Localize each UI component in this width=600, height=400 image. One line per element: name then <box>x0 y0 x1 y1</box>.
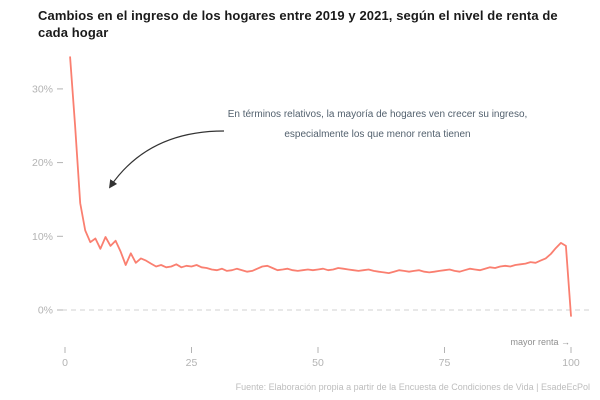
y-tick-label: 0% <box>38 305 53 317</box>
chart-title: Cambios en el ingreso de los hogares ent… <box>38 8 558 40</box>
x-tick-label: 25 <box>186 357 198 369</box>
annotation-line-1: En términos relativos, la mayoría de hog… <box>227 109 528 120</box>
x-tick-label: 100 <box>562 357 580 369</box>
annotation-arrow <box>108 130 225 189</box>
annotation-line-2: especialmente los que menor renta tienen <box>284 129 471 140</box>
income-change-line <box>69 56 572 317</box>
y-tick-label: 30% <box>32 83 53 95</box>
y-tick-label: 10% <box>32 231 53 243</box>
chart-annotation: En términos relativos, la mayoría de hog… <box>180 105 575 145</box>
source-note: Fuente: Elaboración propia a partir de l… <box>235 382 590 392</box>
x-axis-direction-note: mayor renta → <box>510 337 570 347</box>
x-tick-label: 0 <box>62 357 68 369</box>
x-tick-label: 50 <box>312 357 324 369</box>
y-tick-label: 20% <box>32 157 53 169</box>
x-tick-label: 75 <box>439 357 451 369</box>
